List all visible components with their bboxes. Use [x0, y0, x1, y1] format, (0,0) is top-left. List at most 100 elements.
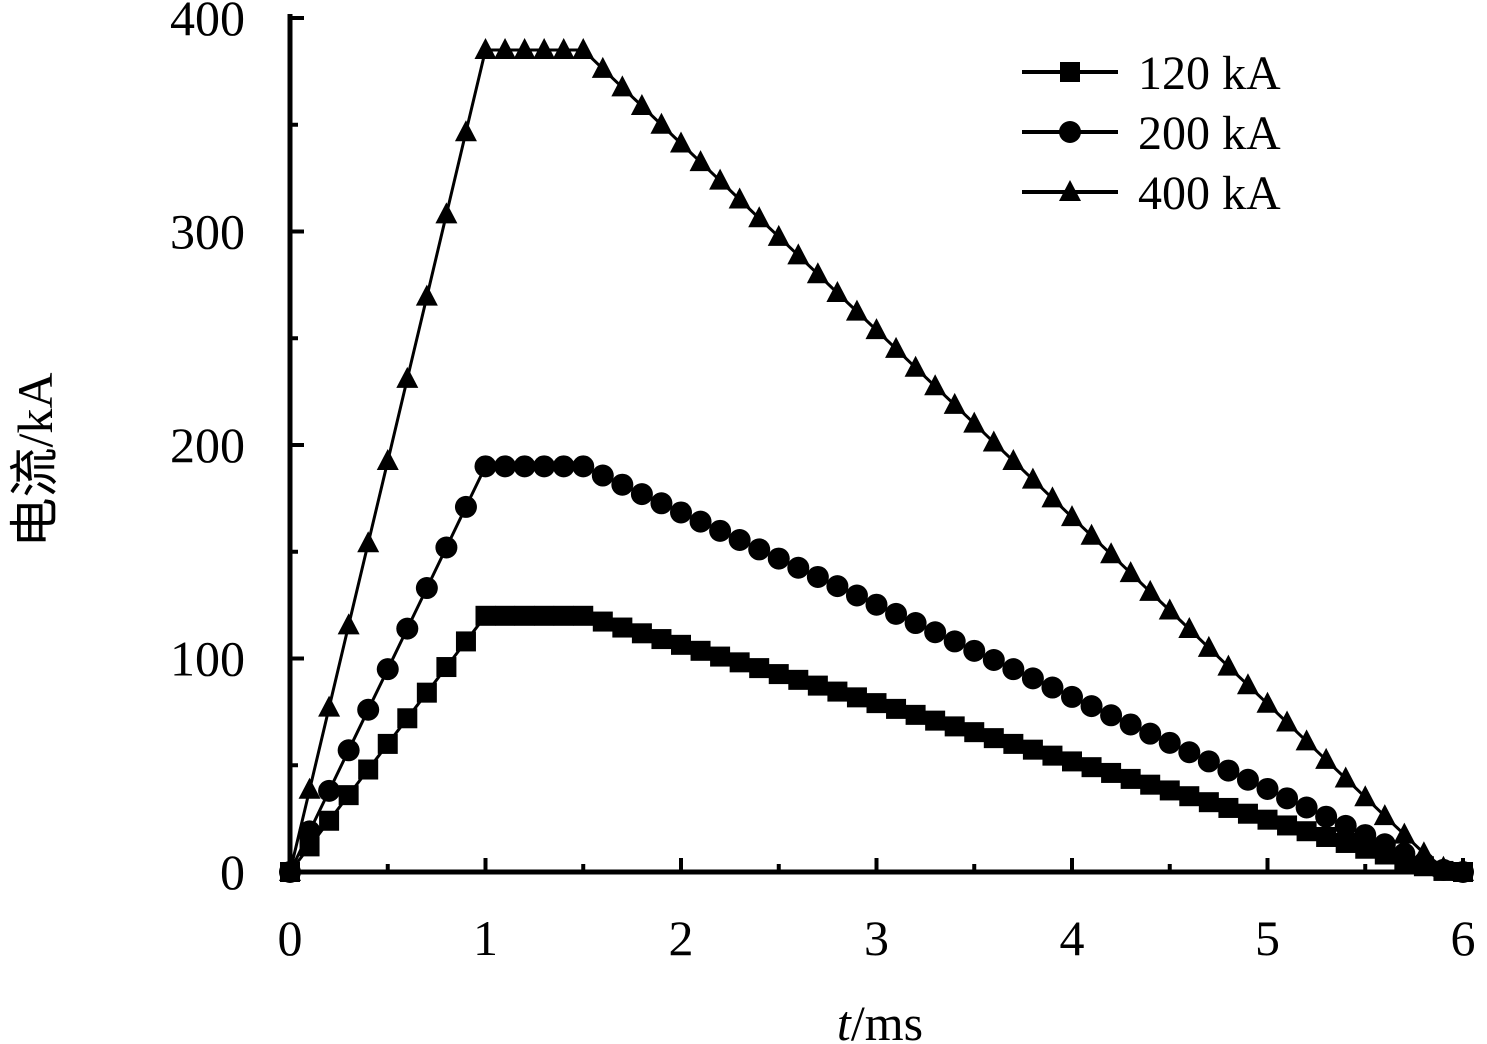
data-point	[514, 605, 535, 626]
data-point	[1373, 804, 1396, 826]
data-point	[1237, 803, 1258, 824]
series-line	[288, 48, 1464, 874]
data-point	[924, 621, 947, 644]
data-point	[689, 150, 712, 172]
data-point	[1140, 774, 1161, 795]
data-point	[377, 733, 398, 754]
data-point	[806, 262, 829, 284]
x-axis-title-variable: t	[837, 995, 852, 1044]
data-point	[1197, 750, 1220, 773]
data-point	[1197, 635, 1220, 657]
data-point	[1295, 729, 1318, 751]
data-point	[533, 38, 556, 60]
data-point	[591, 464, 614, 487]
data-point	[1158, 731, 1181, 754]
data-point	[671, 634, 691, 655]
data-point	[1100, 542, 1123, 564]
data-point	[592, 611, 613, 632]
data-point	[1042, 745, 1063, 766]
x-axis-title: t/ms	[837, 995, 923, 1044]
data-point	[670, 131, 692, 153]
data-point	[826, 280, 849, 302]
data-point	[1119, 561, 1142, 583]
data-point	[611, 75, 634, 97]
data-point	[865, 593, 888, 616]
data-point	[415, 577, 438, 600]
data-point	[397, 708, 418, 729]
data-point	[729, 652, 750, 673]
data-point	[904, 355, 927, 377]
data-point	[964, 722, 985, 743]
data-point	[1335, 832, 1356, 853]
data-point	[1276, 787, 1299, 810]
data-point	[534, 605, 555, 626]
data-point	[279, 860, 301, 881]
data-point	[1393, 842, 1416, 865]
y-tick-label: 200	[170, 417, 245, 473]
data-point	[357, 698, 380, 721]
data-point	[748, 206, 771, 228]
data-point	[1276, 710, 1299, 732]
data-point	[1296, 821, 1317, 842]
data-point	[690, 640, 711, 661]
data-point	[1198, 792, 1219, 813]
legend-marker	[1059, 121, 1081, 143]
data-point	[435, 536, 458, 559]
data-point	[1178, 741, 1201, 764]
data-point	[298, 777, 321, 799]
data-point	[767, 224, 790, 246]
data-point	[768, 664, 789, 685]
data-point	[1452, 860, 1474, 881]
data-point	[494, 38, 517, 60]
data-point	[357, 531, 380, 553]
data-point	[866, 693, 887, 714]
data-point	[650, 112, 673, 134]
y-axis-title: 电流/kA	[7, 373, 63, 548]
data-point	[749, 658, 770, 679]
data-point	[1315, 747, 1338, 769]
x-tick-label: 6	[1451, 910, 1476, 966]
data-point	[767, 547, 790, 570]
data-point	[337, 739, 360, 762]
data-point	[728, 187, 751, 209]
data-point	[905, 704, 926, 725]
data-point	[358, 759, 379, 780]
data-point	[1101, 762, 1122, 783]
data-point	[1158, 598, 1181, 620]
data-point	[1081, 757, 1102, 778]
x-tick-label: 4	[1060, 910, 1085, 966]
data-point	[612, 617, 633, 638]
data-point	[728, 529, 751, 552]
data-point	[1139, 579, 1162, 601]
data-point	[1218, 797, 1239, 818]
data-point	[1022, 739, 1043, 760]
data-point	[924, 374, 947, 396]
legend-item: 200 kA	[1022, 107, 1281, 160]
data-point	[1021, 667, 1044, 690]
y-tick-label: 100	[170, 631, 245, 687]
data-point	[495, 605, 516, 626]
data-point	[1002, 658, 1025, 681]
data-point	[572, 455, 595, 478]
data-point	[651, 629, 672, 650]
data-point	[943, 392, 966, 414]
data-point	[885, 602, 908, 625]
data-point	[415, 284, 438, 306]
data-point	[436, 657, 457, 678]
data-point	[1062, 751, 1082, 772]
data-point	[1080, 695, 1103, 718]
x-tick-label: 3	[864, 910, 889, 966]
y-tick-label: 400	[170, 0, 245, 46]
data-point	[494, 455, 517, 478]
data-point	[1334, 766, 1357, 788]
data-point	[670, 501, 692, 524]
data-point	[1236, 673, 1259, 695]
data-point	[788, 669, 809, 690]
series-line	[288, 464, 1464, 874]
data-point	[982, 430, 1005, 452]
data-point	[1257, 809, 1278, 830]
data-point	[1316, 826, 1337, 847]
data-point	[337, 613, 360, 635]
data-point	[1373, 833, 1396, 856]
x-tick-label: 0	[278, 910, 303, 966]
